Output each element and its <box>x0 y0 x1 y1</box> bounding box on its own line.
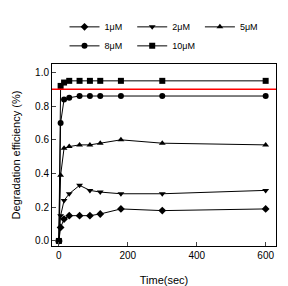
svg-text:0.6: 0.6 <box>35 134 49 145</box>
svg-text:1.0: 1.0 <box>35 67 49 78</box>
svg-text:Degradation efficiency (%): Degradation efficiency (%) <box>10 91 22 220</box>
svg-text:200: 200 <box>119 250 136 261</box>
svg-text:600: 600 <box>257 250 274 261</box>
svg-text:0.8: 0.8 <box>35 101 49 112</box>
svg-text:0.0: 0.0 <box>35 235 49 246</box>
svg-text:10μM: 10μM <box>172 41 195 51</box>
svg-text:0: 0 <box>56 250 62 261</box>
svg-text:0.4: 0.4 <box>35 168 49 179</box>
svg-text:0.2: 0.2 <box>35 202 49 213</box>
svg-text:8μM: 8μM <box>105 41 123 51</box>
svg-text:5μM: 5μM <box>240 22 258 32</box>
svg-text:2μM: 2μM <box>172 22 190 32</box>
svg-text:400: 400 <box>188 250 205 261</box>
svg-text:Time(sec): Time(sec) <box>140 274 188 286</box>
svg-text:1μM: 1μM <box>105 22 123 32</box>
